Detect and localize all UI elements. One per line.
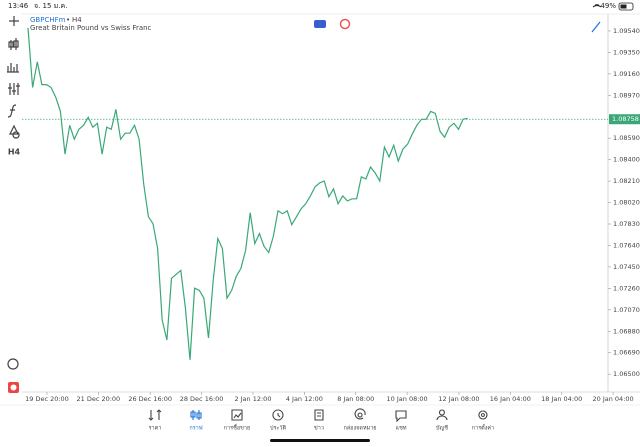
tab-icon[interactable]	[231, 409, 243, 421]
tab-label[interactable]: ราคา	[149, 426, 162, 432]
y-tick-label: 1.08970	[613, 91, 640, 99]
settings-tool[interactable]	[8, 83, 20, 95]
app-icon-inner	[10, 384, 17, 391]
home-indicator	[270, 439, 370, 442]
tab-label[interactable]: ประวัติ	[270, 425, 286, 432]
x-tick-label: 4 Jan 12:00	[286, 395, 323, 403]
y-tick-label: 1.09350	[613, 48, 640, 56]
battery-level: 49%	[600, 2, 616, 10]
y-tick-label: 1.06500	[613, 370, 640, 378]
tab-label[interactable]: กล่องจดหมาย	[343, 426, 376, 432]
tab-icon[interactable]	[478, 410, 488, 420]
y-tick-label: 1.08590	[613, 134, 640, 142]
y-tick-label: 1.06690	[613, 349, 640, 357]
tab-icon[interactable]	[314, 409, 324, 421]
chart-separator: •	[66, 16, 70, 24]
tab-bar: ราคา กราฟ การซื้อขาย ประวัติ ข่าว กล่องจดหมาย…	[148, 408, 494, 432]
tab-icon[interactable]	[395, 410, 407, 423]
y-tick-label: 1.07830	[613, 220, 640, 228]
timeframe-button[interactable]: H4	[8, 148, 21, 157]
x-tick-label: 21 Dec 20:00	[76, 395, 120, 403]
chart-period: H4	[72, 16, 82, 24]
x-tick-label: 2 Jan 12:00	[234, 395, 271, 403]
x-tick-label: 18 Jan 04:00	[541, 395, 582, 403]
current-price-label: 1.08758	[612, 115, 639, 123]
status-date: จ. 15 ม.ค.	[34, 2, 67, 10]
tab-label[interactable]: การซื้อขาย	[224, 424, 250, 432]
wifi-icon	[592, 4, 602, 8]
x-tick-label: 16 Jan 04:00	[490, 395, 531, 403]
y-tick-label: 1.07450	[613, 263, 640, 271]
chart-symbol: GBPCHFm	[30, 16, 66, 24]
chart-subtitle: Great Britain Pound vs Swiss Franc	[30, 24, 152, 32]
tab-label[interactable]: การตั้งค่า	[472, 424, 494, 432]
x-tick-label: 20 Jan 04:00	[593, 395, 634, 403]
y-tick-label: 1.06880	[613, 327, 640, 335]
trendline-icon[interactable]	[591, 21, 601, 33]
y-tick-label: 1.07640	[613, 241, 640, 249]
crosshair-tool[interactable]	[9, 16, 19, 26]
signal-icon[interactable]	[339, 18, 351, 30]
tab-icon[interactable]	[272, 409, 284, 421]
x-tick-label: 8 Jan 08:00	[337, 395, 374, 403]
x-tick-label: 10 Jan 08:00	[387, 395, 428, 403]
status-time: 13:46	[8, 2, 29, 10]
battery-fill	[620, 4, 627, 9]
x-tick-label: 28 Dec 16:00	[180, 395, 224, 403]
tab-label[interactable]: แชท	[396, 425, 407, 432]
tab-label[interactable]: กราฟ	[189, 425, 202, 432]
tab-icon[interactable]	[148, 409, 162, 421]
function-tool[interactable]	[7, 104, 17, 118]
tab-icon[interactable]	[190, 410, 202, 420]
current-price-tag	[609, 114, 640, 125]
x-tick-label: 26 Dec 16:00	[128, 395, 172, 403]
y-tick-label: 1.09540	[613, 27, 640, 35]
chart-type-tool[interactable]	[8, 38, 19, 50]
battery-icon	[618, 2, 634, 11]
zoom-tool[interactable]	[7, 358, 19, 370]
y-tick-label: 1.08400	[613, 156, 640, 164]
y-tick-label: 1.09160	[613, 70, 640, 78]
left-toolbar	[7, 16, 20, 139]
objects-tool[interactable]	[9, 124, 20, 139]
tab-icon[interactable]	[354, 408, 366, 420]
tab-icon[interactable]	[436, 409, 448, 421]
y-tick-label: 1.08210	[613, 177, 640, 185]
tab-label[interactable]: ข่าว	[314, 426, 324, 432]
y-tick-label: 1.07260	[613, 284, 640, 292]
tab-label[interactable]: บัญชี	[436, 425, 448, 432]
x-tick-label: 19 Dec 20:00	[25, 395, 69, 403]
indicators-tool[interactable]	[7, 63, 19, 73]
y-tick-label: 1.07070	[613, 306, 640, 314]
x-tick-label: 12 Jan 08:00	[438, 395, 479, 403]
one-click-trading[interactable]	[314, 20, 326, 28]
y-tick-label: 1.08020	[613, 199, 640, 207]
price-line	[27, 27, 468, 360]
